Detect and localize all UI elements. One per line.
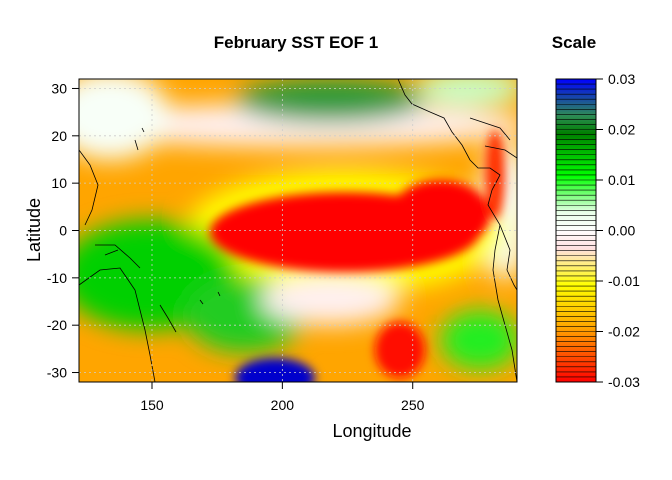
colorbar-tick-label: -0.01 bbox=[608, 273, 640, 289]
y-tick-label: 10 bbox=[51, 175, 67, 191]
south-red-band bbox=[375, 322, 425, 378]
north-white-band bbox=[79, 103, 517, 147]
asia-coast bbox=[79, 149, 99, 226]
x-axis: 150 200 250 bbox=[140, 381, 425, 413]
y-axis-label: Latitude bbox=[24, 198, 44, 262]
colorbar-tick-label: -0.03 bbox=[608, 374, 640, 390]
north-green-patch bbox=[235, 79, 425, 122]
chart-title: February SST EOF 1 bbox=[214, 33, 378, 52]
pacific-islands bbox=[134, 127, 221, 333]
caribbean-islands bbox=[469, 117, 517, 159]
y-tick-label: 30 bbox=[51, 80, 67, 96]
y-axis: -30 -20 -10 0 10 20 30 bbox=[47, 80, 80, 381]
colorbar-tick-label: 0.03 bbox=[608, 71, 635, 87]
south-white bbox=[260, 275, 400, 325]
northeast-green bbox=[415, 79, 517, 106]
x-tick-label: 150 bbox=[140, 397, 164, 413]
colorbar: 0.03 0.02 0.01 0.00 -0.01 -0.02 -0.03 bbox=[555, 71, 640, 390]
southeast-green bbox=[440, 310, 517, 370]
y-tick-label: -30 bbox=[47, 365, 67, 381]
y-tick-label: -20 bbox=[47, 317, 67, 333]
y-tick-label: 0 bbox=[59, 223, 67, 239]
colorbar-tick-label: 0.00 bbox=[608, 223, 635, 239]
australia-coast bbox=[79, 267, 156, 382]
y-tick-label: 20 bbox=[51, 128, 67, 144]
colorbar-levels bbox=[556, 83, 596, 378]
x-tick-label: 250 bbox=[401, 397, 425, 413]
colorbar-title: Scale bbox=[552, 33, 596, 52]
y-tick-label: -10 bbox=[47, 270, 67, 286]
new-guinea-coast bbox=[95, 244, 141, 269]
x-tick-label: 200 bbox=[271, 397, 295, 413]
south-america-coast bbox=[492, 224, 517, 382]
grid bbox=[79, 79, 517, 382]
americas-coast bbox=[397, 79, 517, 291]
colorbar-tick-label: 0.01 bbox=[608, 172, 635, 188]
northwest-white bbox=[79, 79, 170, 160]
east-coast-red bbox=[485, 130, 505, 220]
equatorial-red-east bbox=[390, 180, 490, 250]
coastlines bbox=[79, 79, 517, 382]
colorbar-tick-label: 0.02 bbox=[608, 122, 635, 138]
colorbar-axis: 0.03 0.02 0.01 0.00 -0.01 -0.02 -0.03 bbox=[596, 71, 640, 390]
south-blue-pole bbox=[235, 358, 315, 382]
sst-field bbox=[79, 79, 517, 382]
colorbar-tick-label: -0.02 bbox=[608, 324, 640, 340]
x-axis-label: Longitude bbox=[332, 421, 411, 441]
